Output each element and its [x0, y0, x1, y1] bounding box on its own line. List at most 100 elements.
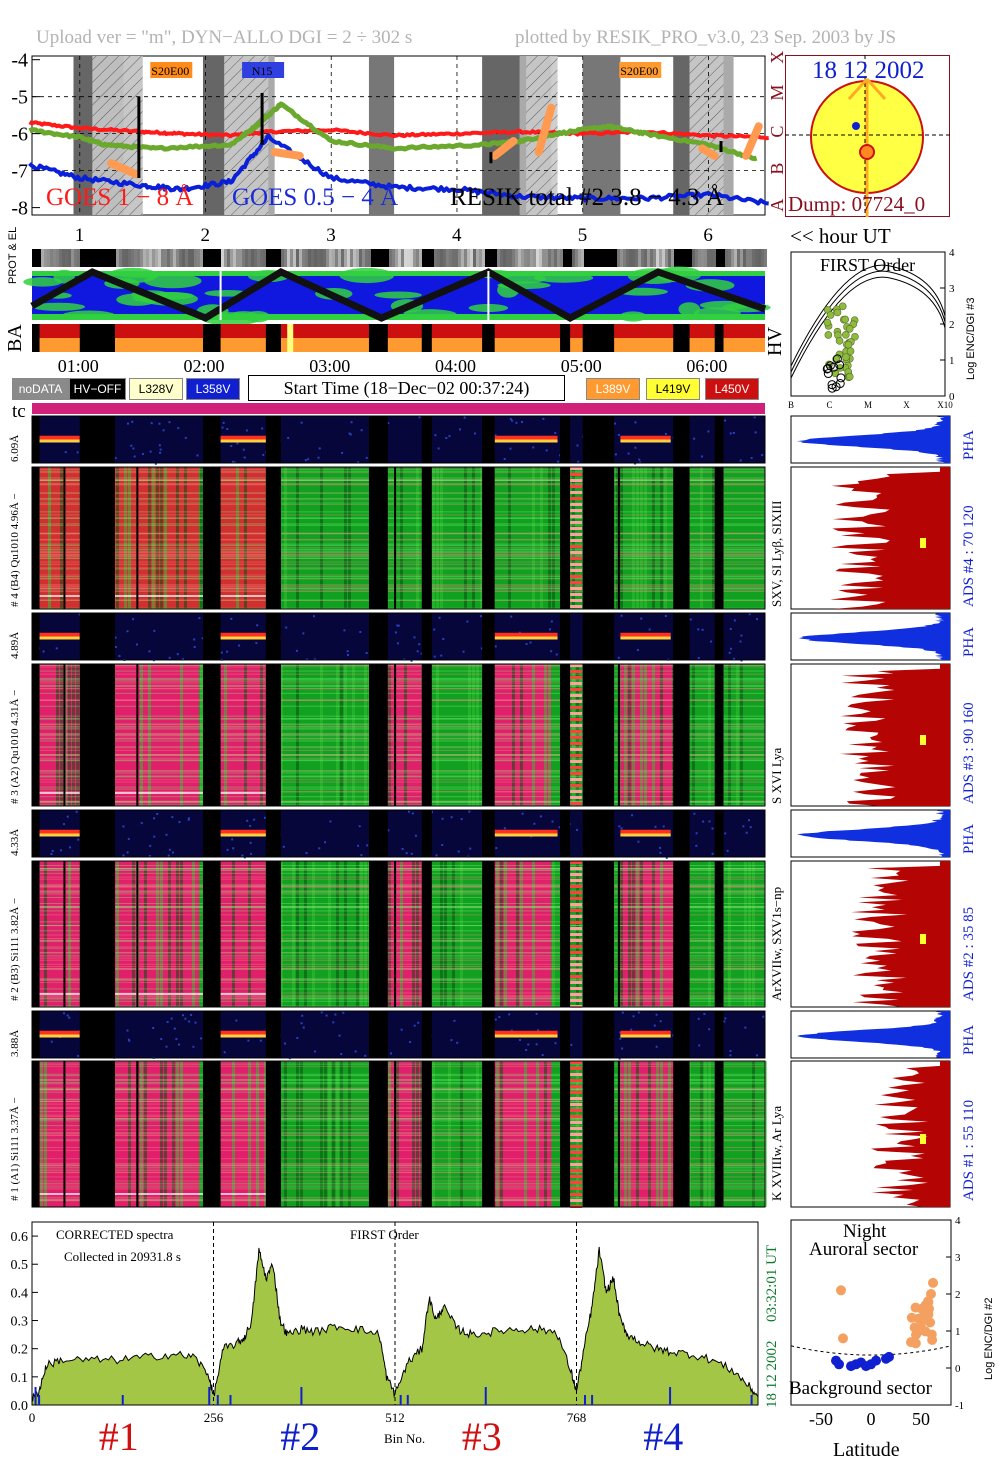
spec-row [32, 1120, 765, 1122]
fo-ytick-label: 3 [949, 283, 955, 295]
spec-stripe [570, 802, 583, 805]
pha-noise [153, 817, 156, 820]
prot-green [31, 302, 86, 311]
pha-noise [220, 651, 223, 654]
spec-row [32, 788, 765, 790]
spec-col [152, 467, 155, 609]
spec-row [32, 979, 765, 981]
spec-hot-region [114, 664, 200, 806]
pha-noise [728, 651, 731, 654]
spec-col [164, 1061, 167, 1207]
spec-row [32, 1111, 765, 1113]
el-strip-cell [164, 249, 167, 267]
pha-noise [302, 1026, 305, 1029]
goes-ytick-label: -4 [11, 50, 28, 72]
pha-noise [122, 825, 125, 828]
lat-xtick-label: -50 [809, 1409, 833, 1429]
spec-row [32, 554, 765, 556]
el-strip-cell [398, 249, 401, 267]
spec-col [344, 467, 347, 609]
el-strip-cell [356, 249, 359, 267]
spec-gap [265, 810, 281, 857]
spec-vline [617, 861, 620, 1007]
pha-noise [64, 451, 67, 454]
spec-stripe [570, 1199, 583, 1202]
el-strip-cell [515, 249, 518, 267]
spec-row [32, 884, 765, 886]
lat-bg-point [834, 1359, 844, 1370]
pha-noise [51, 850, 54, 853]
pha-noise [132, 618, 135, 621]
el-strip-cell [488, 249, 491, 267]
el-strip-cell [383, 249, 386, 267]
pha-noise [532, 446, 535, 449]
el-strip-cell [449, 249, 452, 267]
pha-line [494, 829, 558, 834]
spec-row [32, 470, 765, 472]
el-strip-cell [170, 249, 173, 267]
spec-row [32, 664, 765, 666]
el-strip-cell [665, 249, 668, 267]
spec-vline [63, 664, 66, 806]
pha-noise [700, 455, 703, 458]
pha-noise [387, 422, 390, 425]
pha-noise [358, 825, 361, 828]
pha-noise [149, 844, 152, 847]
ba-strip-low [32, 338, 765, 352]
pha-noise [634, 446, 637, 449]
spec-gap [582, 861, 615, 1007]
spec-col [144, 1061, 147, 1207]
spec-col [124, 467, 127, 609]
pha-noise [285, 626, 288, 629]
lat-xlabel: Latitude [833, 1439, 900, 1461]
spec-vline [588, 1061, 591, 1207]
spec-hot-region [220, 467, 266, 609]
pha-line [494, 435, 558, 440]
spec-row [32, 1186, 765, 1188]
spec-stripe [570, 569, 583, 572]
spectrum-ytick-label: 0.6 [11, 1230, 29, 1245]
spec-col [332, 1061, 335, 1207]
pha-line [620, 1030, 671, 1035]
spec-row [32, 1075, 765, 1077]
el-strip-cell [584, 249, 587, 267]
el-strip-cell [287, 249, 290, 267]
spec-col [692, 664, 695, 806]
pha-noise [754, 431, 757, 434]
spec-row [32, 924, 765, 926]
pha-noise [441, 844, 444, 847]
el-strip-cell [671, 249, 674, 267]
spec-row [32, 477, 765, 479]
pha-noise [693, 812, 696, 815]
spec-vline [679, 861, 682, 1007]
spec-row [32, 1132, 765, 1134]
spec-col [548, 467, 551, 609]
fo-curve-1 [790, 270, 946, 373]
pha-noise [193, 638, 196, 641]
spec-col [348, 1061, 351, 1207]
spec-gap [673, 810, 690, 857]
pha-noise [132, 447, 135, 450]
pha-noise [128, 1039, 131, 1042]
hour-label-1: 1 [74, 225, 85, 246]
pha-noise [42, 650, 45, 653]
spec-col [60, 467, 63, 609]
pha-noise [243, 456, 246, 459]
fo-xtick-label: M [864, 400, 872, 410]
pha-line-y [620, 636, 671, 640]
channel-2-main-label: # 3 (A2) Qu1010 4.31Å − [9, 689, 21, 804]
spec-col [128, 1061, 131, 1207]
goes-short-legend: GOES 0.5 − 4 Å [232, 184, 399, 211]
spec-vline [588, 861, 591, 1007]
spec-gap [714, 613, 724, 660]
prot-green [23, 277, 62, 287]
spec-col [496, 861, 499, 1007]
spec-col [328, 861, 331, 1007]
el-strip-cell [704, 249, 707, 267]
spec-row [32, 724, 765, 726]
lat-title-1: Night [843, 1221, 887, 1242]
spec-row [32, 1188, 765, 1190]
pha-noise [127, 422, 130, 425]
spec-gap [368, 1011, 388, 1058]
spec-col [264, 1061, 267, 1207]
